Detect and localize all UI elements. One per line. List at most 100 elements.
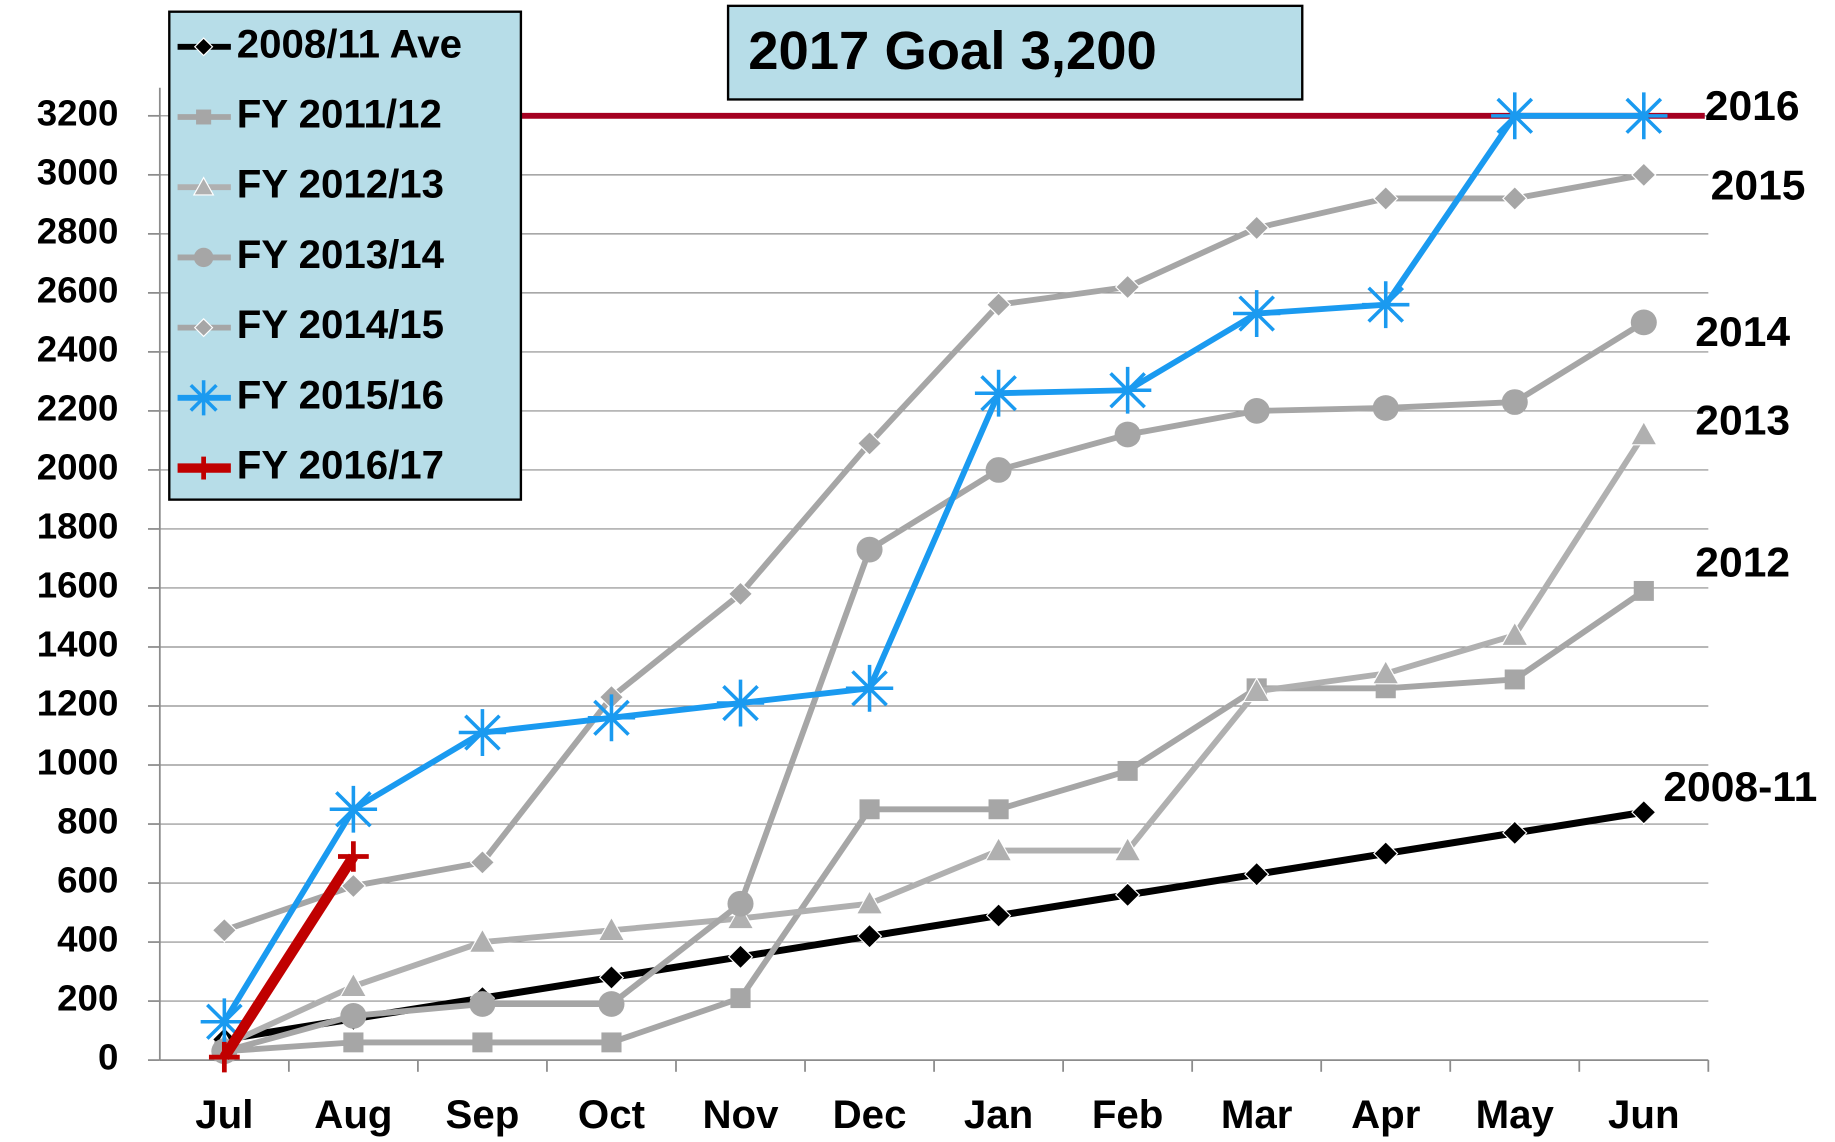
marker bbox=[1233, 290, 1281, 337]
marker bbox=[601, 1032, 622, 1053]
marker bbox=[468, 927, 497, 953]
legend-marker bbox=[193, 318, 214, 338]
marker bbox=[716, 679, 765, 727]
series bbox=[214, 580, 1654, 1062]
annotation: 2013 bbox=[1695, 397, 1790, 444]
x-tick-label: Aug bbox=[314, 1093, 392, 1137]
x-tick-label: Feb bbox=[1092, 1093, 1164, 1137]
marker bbox=[469, 849, 496, 875]
marker bbox=[329, 785, 378, 833]
marker bbox=[1620, 92, 1668, 140]
x-tick-label: Sep bbox=[446, 1093, 520, 1137]
series bbox=[211, 799, 1657, 1052]
x-tick-label: Oct bbox=[578, 1093, 645, 1137]
marker bbox=[211, 917, 238, 943]
marker bbox=[1502, 820, 1528, 846]
marker bbox=[855, 889, 884, 915]
marker bbox=[1114, 274, 1141, 300]
marker bbox=[458, 709, 507, 756]
annotation: 2014 bbox=[1695, 308, 1790, 355]
y-tick-label: 0 bbox=[98, 1037, 118, 1078]
annotation: 2016 bbox=[1705, 82, 1800, 129]
y-tick-label: 2000 bbox=[37, 447, 119, 488]
x-tick-label: Apr bbox=[1351, 1093, 1420, 1137]
marker bbox=[1244, 861, 1270, 887]
y-tick-label: 2200 bbox=[37, 388, 119, 429]
y-tick-label: 1400 bbox=[37, 624, 119, 665]
marker bbox=[1113, 836, 1142, 862]
marker bbox=[598, 964, 625, 991]
annotation: 2015 bbox=[1711, 162, 1806, 209]
marker bbox=[984, 836, 1013, 862]
marker bbox=[1114, 882, 1141, 908]
marker bbox=[974, 369, 1023, 417]
marker bbox=[726, 904, 755, 930]
marker bbox=[1633, 580, 1654, 601]
legend-label: 2008/11 Ave bbox=[237, 23, 462, 67]
marker bbox=[1630, 309, 1657, 336]
marker bbox=[859, 799, 880, 820]
marker bbox=[200, 998, 249, 1046]
marker bbox=[985, 457, 1012, 483]
legend-label: FY 2012/13 bbox=[237, 163, 444, 207]
marker bbox=[587, 694, 636, 742]
legend-label: FY 2014/15 bbox=[237, 303, 444, 347]
y-tick-label: 200 bbox=[57, 978, 118, 1019]
marker bbox=[727, 581, 754, 607]
series-line bbox=[219, 853, 358, 1060]
marker bbox=[343, 1032, 364, 1053]
marker bbox=[1491, 92, 1539, 140]
marker bbox=[845, 664, 894, 712]
series-line bbox=[223, 808, 1645, 1043]
marker bbox=[598, 991, 625, 1017]
y-tick-label: 2400 bbox=[37, 329, 119, 370]
x-tick-label: Dec bbox=[833, 1093, 907, 1137]
x-tick-label: Nov bbox=[703, 1093, 780, 1137]
marker bbox=[1103, 366, 1152, 414]
series bbox=[208, 841, 369, 1073]
marker bbox=[1244, 215, 1270, 241]
marker bbox=[1631, 799, 1657, 825]
y-tick-label: 3000 bbox=[37, 152, 119, 193]
legend-label: FY 2011/12 bbox=[237, 93, 442, 137]
marker bbox=[1629, 420, 1658, 446]
marker bbox=[1504, 669, 1525, 690]
marker bbox=[988, 799, 1009, 820]
chart-title: 2017 Goal 3,200 bbox=[748, 21, 1157, 81]
series bbox=[200, 92, 1668, 1046]
marker bbox=[597, 916, 626, 942]
marker bbox=[1243, 398, 1270, 424]
marker bbox=[985, 292, 1012, 318]
y-tick-label: 1600 bbox=[37, 565, 119, 606]
legend-marker bbox=[196, 109, 212, 125]
marker bbox=[337, 841, 369, 872]
marker bbox=[856, 430, 883, 456]
marker bbox=[1501, 389, 1528, 415]
y-tick-label: 1200 bbox=[37, 683, 119, 724]
marker bbox=[985, 902, 1012, 929]
x-tick-label: Jan bbox=[964, 1093, 1033, 1137]
y-tick-label: 3200 bbox=[37, 93, 119, 134]
grid: 0 200 400 600 800 1000 1200 1400 1600 1800 2000 220… bbox=[37, 87, 1710, 1137]
y-tick-label: 2800 bbox=[37, 211, 119, 252]
series-line bbox=[223, 319, 1646, 1055]
y-tick-label: 1000 bbox=[37, 742, 119, 783]
marker bbox=[1502, 185, 1528, 211]
marker bbox=[727, 944, 754, 970]
legend-marker bbox=[193, 37, 214, 57]
marker bbox=[730, 988, 751, 1009]
y-tick-label: 800 bbox=[57, 801, 118, 842]
marker bbox=[1372, 395, 1399, 421]
series-line bbox=[223, 171, 1645, 934]
y-tick-label: 600 bbox=[57, 860, 118, 901]
legend-label: FY 2015/16 bbox=[237, 374, 444, 418]
marker bbox=[208, 1041, 240, 1073]
x-tick-label: Mar bbox=[1221, 1093, 1293, 1137]
marker bbox=[1371, 659, 1400, 685]
marker bbox=[340, 1002, 367, 1029]
marker bbox=[1117, 760, 1138, 781]
marker bbox=[469, 991, 496, 1017]
marker bbox=[1373, 841, 1399, 867]
